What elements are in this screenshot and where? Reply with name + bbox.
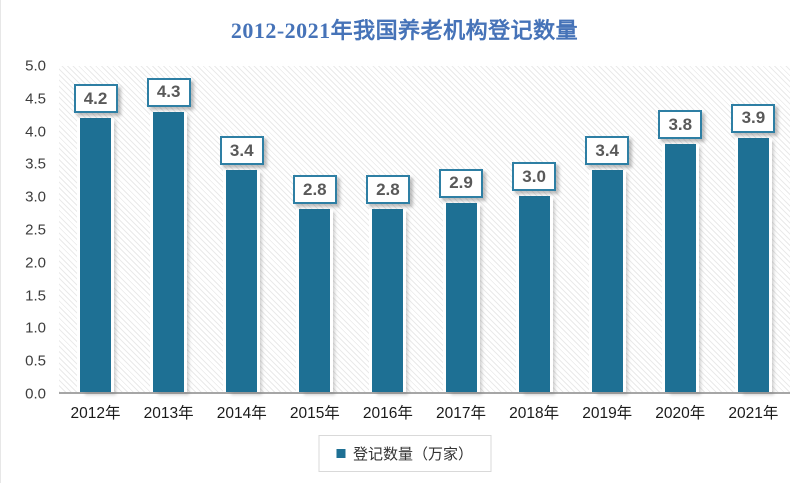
bar <box>518 196 550 392</box>
legend: 登记数量（万家） <box>317 435 492 472</box>
plot-area: 4.2 4.3 3.4 2.8 2.8 2.9 3.0 3.4 3.8 3.9 <box>59 66 790 394</box>
bar-value-label: 4.3 <box>146 77 191 107</box>
bar <box>372 209 404 392</box>
bar <box>299 209 331 392</box>
x-tick-label: 2015年 <box>289 405 340 422</box>
x-tick-label: 2019年 <box>582 405 633 422</box>
bar-group: 4.3 <box>132 66 205 392</box>
bar-group: 3.4 <box>571 66 644 392</box>
bar <box>80 118 112 392</box>
bar-value-label: 3.4 <box>219 136 264 166</box>
bar <box>153 111 185 392</box>
y-tick-label: 1.5 <box>25 287 46 305</box>
bar <box>737 137 769 392</box>
y-tick-label: 2.0 <box>25 254 46 272</box>
y-tick-label: 1.0 <box>25 319 46 337</box>
x-tick-label: 2017年 <box>436 405 486 422</box>
y-tick-label: 3.5 <box>25 155 46 173</box>
bar-group: 3.9 <box>717 66 790 392</box>
bars: 4.2 4.3 3.4 2.8 2.8 2.9 3.0 3.4 3.8 3.9 <box>59 66 790 392</box>
x-tick-label: 2013年 <box>143 405 194 422</box>
bar-value-label: 3.4 <box>585 136 630 166</box>
bar-group: 2.9 <box>424 66 497 392</box>
bar-value-label: 2.8 <box>292 175 337 205</box>
x-tick-label: 2021年 <box>728 405 779 422</box>
bar-value-label: 3.9 <box>731 103 776 133</box>
bar-value-label: 3.0 <box>512 162 557 192</box>
x-tick-label: 2018年 <box>509 405 560 422</box>
bar-value-label: 4.2 <box>73 84 118 114</box>
x-tick-label: 2012年 <box>70 405 121 422</box>
bar-group: 2.8 <box>278 66 351 392</box>
bar-group: 3.8 <box>644 66 717 392</box>
y-tick-label: 4.0 <box>25 123 46 141</box>
y-tick-label: 3.0 <box>25 188 46 206</box>
y-tick-label: 2.5 <box>25 221 46 239</box>
bar-value-label: 2.9 <box>439 168 484 198</box>
y-tick-label: 0.0 <box>25 385 46 403</box>
y-tick-label: 4.5 <box>25 90 46 108</box>
y-tick-label: 5.0 <box>25 57 46 75</box>
x-tick-label: 2020年 <box>655 405 706 422</box>
legend-marker-icon <box>335 449 345 458</box>
bar-value-label: 2.8 <box>365 175 410 205</box>
bar <box>226 170 258 392</box>
bar <box>664 144 696 392</box>
y-tick-label: 0.5 <box>25 352 46 370</box>
y-axis: 5.0 4.5 4.0 3.5 3.0 2.5 2.0 1.5 1.0 0.5 0.0 <box>1 58 51 403</box>
bar-group: 2.8 <box>351 66 424 392</box>
bar <box>591 170 623 392</box>
legend-label: 登记数量（万家） <box>352 446 474 463</box>
bar <box>445 202 477 392</box>
x-tick-label: 2016年 <box>362 405 413 422</box>
bar-value-label: 3.8 <box>658 110 703 140</box>
chart-title: 2012-2021年我国养老机构登记数量 <box>230 18 579 43</box>
bar-group: 3.4 <box>205 66 278 392</box>
bar-group: 4.2 <box>59 66 132 392</box>
x-tick-label: 2014年 <box>216 405 267 422</box>
x-axis: 2012年 2013年 2014年 2015年 2016年 2017年 2018年 2019年… <box>59 401 790 423</box>
bar-group: 3.0 <box>498 66 571 392</box>
